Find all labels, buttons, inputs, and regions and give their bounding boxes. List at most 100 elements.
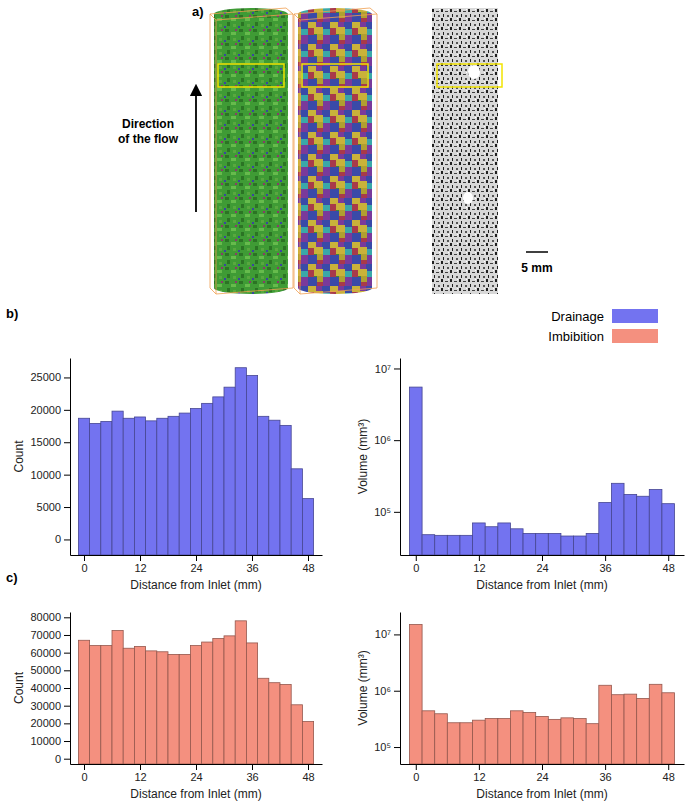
bar bbox=[460, 535, 473, 555]
y-tick: 10⁷ bbox=[375, 628, 400, 640]
y-axis: 10⁵10⁶10⁷ bbox=[374, 613, 400, 765]
x-tick-label: 0 bbox=[413, 771, 419, 783]
flow-arrow bbox=[195, 90, 197, 212]
bar bbox=[599, 502, 612, 555]
bounding-box bbox=[294, 8, 377, 294]
x-axis: 012243648 bbox=[401, 764, 685, 783]
y-tick-mark bbox=[394, 368, 400, 369]
bar bbox=[624, 694, 637, 764]
bars bbox=[78, 368, 313, 555]
x-axis-title: Distance from Inlet (mm) bbox=[476, 578, 607, 592]
y-tick-label: 5000 bbox=[37, 501, 61, 513]
y-tick-mark bbox=[64, 741, 70, 742]
bar bbox=[473, 523, 486, 555]
y-tick: 10000 bbox=[30, 469, 70, 481]
y-tick-label: 10000 bbox=[30, 735, 61, 747]
bar bbox=[90, 423, 101, 555]
bar bbox=[235, 368, 246, 555]
bar bbox=[246, 375, 257, 555]
y-tick-label: 30000 bbox=[30, 700, 61, 712]
x-tick-mark bbox=[196, 764, 197, 770]
bar bbox=[146, 651, 157, 764]
y-axis-line bbox=[70, 613, 71, 765]
cylinder bbox=[214, 8, 288, 294]
y-tick: 50000 bbox=[30, 664, 70, 676]
y-tick-mark bbox=[64, 635, 70, 636]
bar bbox=[258, 416, 269, 555]
y-tick-label: 70000 bbox=[30, 629, 61, 641]
x-tick-label: 0 bbox=[81, 562, 87, 574]
x-tick-label: 0 bbox=[81, 771, 87, 783]
x-tick: 12 bbox=[473, 555, 485, 574]
panel-label: b) bbox=[6, 306, 18, 321]
x-tick-mark bbox=[308, 764, 309, 770]
bar bbox=[101, 646, 112, 764]
x-tick-mark bbox=[605, 555, 606, 561]
x-tick: 24 bbox=[190, 764, 202, 783]
bar bbox=[157, 418, 168, 555]
bar bbox=[586, 533, 599, 555]
y-axis-line bbox=[70, 359, 71, 556]
legend-label: Drainage bbox=[551, 309, 604, 324]
y-tick-label: 10⁷ bbox=[375, 628, 391, 640]
bar bbox=[280, 425, 291, 555]
x-tick-label: 24 bbox=[190, 771, 202, 783]
bar bbox=[460, 723, 473, 764]
x-tick-mark bbox=[416, 764, 417, 770]
y-tick: 15000 bbox=[30, 436, 70, 448]
x-tick-label: 48 bbox=[302, 771, 314, 783]
x-axis-title: Distance from Inlet (mm) bbox=[130, 578, 261, 592]
panel-label: c) bbox=[6, 570, 18, 585]
y-tick-mark bbox=[64, 653, 70, 654]
bar bbox=[409, 624, 422, 764]
bar bbox=[302, 722, 313, 764]
y-tick-mark bbox=[394, 634, 400, 635]
y-tick-mark bbox=[64, 617, 70, 618]
y-tick-mark bbox=[394, 512, 400, 513]
bar bbox=[409, 387, 422, 555]
bar bbox=[280, 684, 291, 764]
bar bbox=[90, 646, 101, 764]
bar bbox=[574, 536, 587, 555]
y-tick: 0 bbox=[55, 533, 70, 545]
x-tick-label: 12 bbox=[134, 562, 146, 574]
bar bbox=[224, 387, 235, 555]
bar bbox=[485, 719, 498, 764]
bar bbox=[611, 483, 624, 555]
y-tick-label: 20000 bbox=[30, 717, 61, 729]
y-tick-label: 10⁵ bbox=[374, 506, 391, 518]
legend-swatch bbox=[612, 329, 658, 343]
x-tick-label: 24 bbox=[190, 562, 202, 574]
x-tick: 36 bbox=[599, 555, 611, 574]
bar bbox=[123, 648, 134, 764]
bar bbox=[78, 418, 89, 555]
y-tick-mark bbox=[64, 377, 70, 378]
x-tick-mark bbox=[84, 764, 85, 770]
bar bbox=[123, 418, 134, 555]
pore bbox=[463, 192, 473, 204]
x-tick-mark bbox=[668, 555, 669, 561]
y-tick-mark bbox=[394, 747, 400, 748]
x-tick-label: 36 bbox=[246, 771, 258, 783]
bar bbox=[498, 523, 511, 555]
y-tick: 5000 bbox=[37, 501, 70, 513]
y-tick: 10⁶ bbox=[374, 434, 400, 446]
chart: 01224364810⁵10⁶10⁷Distance from Inlet (m… bbox=[356, 359, 684, 593]
region-box bbox=[437, 64, 502, 87]
y-tick-label: 80000 bbox=[30, 611, 61, 623]
x-tick-mark bbox=[252, 764, 253, 770]
bar bbox=[422, 535, 435, 555]
bar bbox=[649, 684, 662, 764]
panel-a: a)Directionof the flow5 mm bbox=[118, 4, 553, 294]
x-tick: 12 bbox=[134, 764, 146, 783]
bar bbox=[291, 705, 302, 764]
bar bbox=[101, 422, 112, 555]
y-axis: 0100002000030000400005000060000700008000… bbox=[30, 611, 70, 764]
bar bbox=[574, 719, 587, 764]
x-tick-label: 24 bbox=[536, 771, 548, 783]
chart: 0122436480100002000030000400005000060000… bbox=[12, 611, 322, 801]
x-tick-label: 12 bbox=[473, 562, 485, 574]
x-tick-mark bbox=[605, 764, 606, 770]
x-axis: 012243648 bbox=[401, 555, 685, 574]
bar bbox=[561, 718, 574, 764]
